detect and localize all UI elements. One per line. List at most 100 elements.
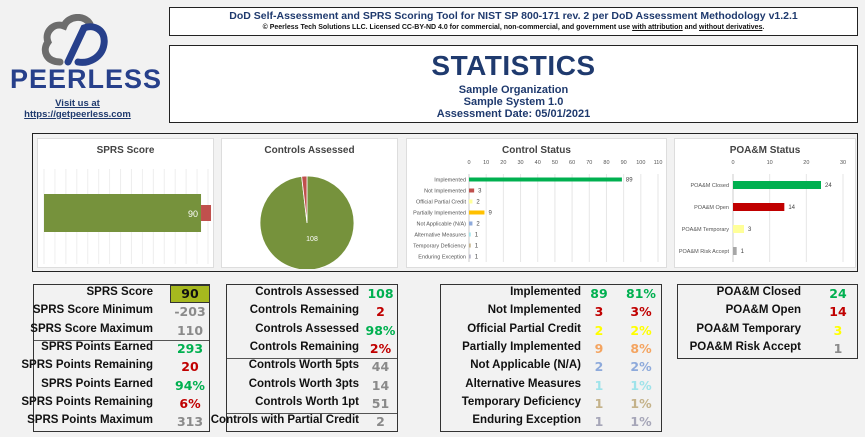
row-percent: 1% bbox=[630, 414, 652, 430]
data-label: 24 bbox=[825, 183, 832, 189]
row-label: Partially Implemented bbox=[462, 340, 581, 353]
table-row: Not Applicable (N/A) 2 2% bbox=[441, 359, 661, 377]
x-tick-label: 0 bbox=[467, 160, 470, 166]
row-label: Implemented bbox=[510, 286, 581, 298]
x-tick-label: 60 bbox=[569, 160, 575, 166]
x-tick-label: 30 bbox=[517, 160, 523, 166]
row-value: 89 bbox=[590, 286, 608, 301]
license-end: . bbox=[762, 24, 765, 31]
table-row: Controls Worth 5pts 44 bbox=[227, 359, 397, 377]
row-label: SPRS Points Earned bbox=[41, 377, 153, 390]
row-value: -203 bbox=[174, 304, 206, 320]
sprs-score-plot: 90 bbox=[43, 169, 212, 264]
row-percent: 1% bbox=[630, 395, 652, 411]
data-label: 9 bbox=[488, 211, 492, 217]
table-row: SPRS Points Earned 94% bbox=[34, 378, 209, 396]
category-label: Partially Implemented bbox=[413, 211, 466, 217]
data-label: 1 bbox=[741, 249, 745, 255]
table-row: Partially Implemented 9 8% bbox=[441, 341, 661, 359]
row-percent: 81% bbox=[626, 286, 656, 301]
category-label: Implemented bbox=[434, 178, 466, 184]
x-tick-label: 70 bbox=[586, 160, 592, 166]
table-row: Temporary Deficiency 1 1% bbox=[441, 396, 661, 414]
table-row: SPRS Points Earned 293 bbox=[34, 341, 209, 359]
row-value: 20 bbox=[181, 359, 199, 375]
row-percent: 8% bbox=[630, 340, 652, 356]
row-label: Not Implemented bbox=[487, 304, 581, 317]
row-label: Controls with Partial Credit bbox=[210, 414, 359, 427]
table-row: POA&M Temporary 3 bbox=[678, 323, 857, 341]
row-label: Official Partial Credit bbox=[467, 322, 581, 335]
sprs-data-label: 90 bbox=[188, 209, 198, 219]
sprs-score-chart: SPRS Score 90 bbox=[37, 138, 214, 268]
row-label: Not Applicable (N/A) bbox=[470, 359, 581, 372]
table-row: Controls Assessed 108 bbox=[227, 286, 397, 304]
control-status-bar bbox=[469, 188, 475, 193]
row-value: 2 bbox=[376, 414, 385, 430]
row-label: Alternative Measures bbox=[465, 377, 581, 390]
row-value: 51 bbox=[371, 395, 390, 411]
row-label: POA&M Closed bbox=[716, 286, 801, 298]
row-value: 90 bbox=[170, 285, 210, 303]
row-percent: 2% bbox=[630, 322, 652, 338]
pie-slice-remaining bbox=[301, 175, 308, 224]
data-label: 3 bbox=[478, 189, 482, 195]
row-value: 2 bbox=[594, 322, 604, 338]
website-link[interactable]: Visit us at https://getpeerless.com bbox=[24, 98, 131, 120]
category-label: Enduring Exception bbox=[418, 255, 466, 261]
row-value: 2% bbox=[369, 340, 392, 356]
row-label: POA&M Temporary bbox=[696, 322, 801, 335]
table-row: POA&M Closed 24 bbox=[678, 286, 857, 304]
row-label: POA&M Risk Accept bbox=[689, 340, 801, 353]
license-prefix: © Peerless Tech Solutions LLC. Licensed … bbox=[262, 24, 633, 31]
row-value: 2 bbox=[594, 359, 604, 375]
category-label: Temporary Deficiency bbox=[413, 244, 466, 250]
row-value: 108 bbox=[367, 286, 394, 301]
row-value: 2 bbox=[376, 304, 385, 320]
row-value: 98% bbox=[365, 322, 396, 338]
chart-title: Control Status bbox=[502, 145, 571, 156]
x-tick-label: 80 bbox=[603, 160, 609, 166]
row-label: Controls Remaining bbox=[249, 304, 359, 317]
table-row: SPRS Score Minimum -203 bbox=[33, 304, 209, 322]
category-label: Not Applicable (N/A) bbox=[416, 222, 466, 228]
row-label: Controls Assessed bbox=[255, 322, 359, 335]
row-divider bbox=[34, 339, 209, 341]
row-percent: 2% bbox=[630, 359, 652, 375]
category-label: Official Partial Credit bbox=[416, 200, 466, 206]
license-and: and bbox=[682, 24, 700, 31]
data-label: 1 bbox=[475, 255, 479, 261]
control-status-bar bbox=[469, 177, 622, 182]
poam-status-bar bbox=[733, 203, 785, 211]
table-row: Not Implemented 3 3% bbox=[441, 304, 661, 322]
x-tick-label: 10 bbox=[767, 160, 773, 166]
poam-status-bar bbox=[733, 247, 737, 255]
license-text: © Peerless Tech Solutions LLC. Licensed … bbox=[170, 24, 857, 31]
chart-title: Controls Assessed bbox=[264, 145, 355, 156]
control-status-plot: 0 10 20 30 40 50 60 70 80 90 100 110 Implemented 89 No… bbox=[413, 160, 662, 262]
control-status-bar bbox=[469, 254, 471, 259]
row-divider bbox=[227, 413, 397, 415]
table-row: Enduring Exception 1 1% bbox=[441, 414, 661, 432]
row-percent: 1% bbox=[630, 377, 652, 393]
row-label: SPRS Score bbox=[86, 286, 153, 298]
category-label: POA&M Temporary bbox=[682, 227, 730, 233]
row-value: 110 bbox=[176, 322, 204, 338]
row-value: 14 bbox=[371, 377, 390, 393]
data-label: 3 bbox=[748, 227, 752, 233]
table-row: Controls with Partial Credit 2 bbox=[211, 414, 397, 432]
row-label: Temporary Deficiency bbox=[461, 395, 581, 408]
chart-title: SPRS Score bbox=[96, 145, 155, 156]
row-label: SPRS Points Earned bbox=[41, 340, 153, 353]
sprs-bar bbox=[44, 194, 202, 232]
table-row: SPRS Score 90 bbox=[34, 285, 210, 304]
x-tick-label: 40 bbox=[535, 160, 541, 166]
category-label: POA&M Open bbox=[694, 205, 729, 211]
assessment-date: Assessment Date: 05/01/2021 bbox=[436, 108, 591, 120]
table-row: Alternative Measures 1 1% bbox=[441, 378, 661, 396]
control-status-bar bbox=[469, 221, 473, 226]
row-value: 313 bbox=[176, 414, 204, 430]
table-row: SPRS Score Maximum 110 bbox=[30, 322, 209, 341]
data-label: 1 bbox=[475, 233, 479, 239]
row-label: Controls Worth 5pts bbox=[248, 359, 359, 372]
